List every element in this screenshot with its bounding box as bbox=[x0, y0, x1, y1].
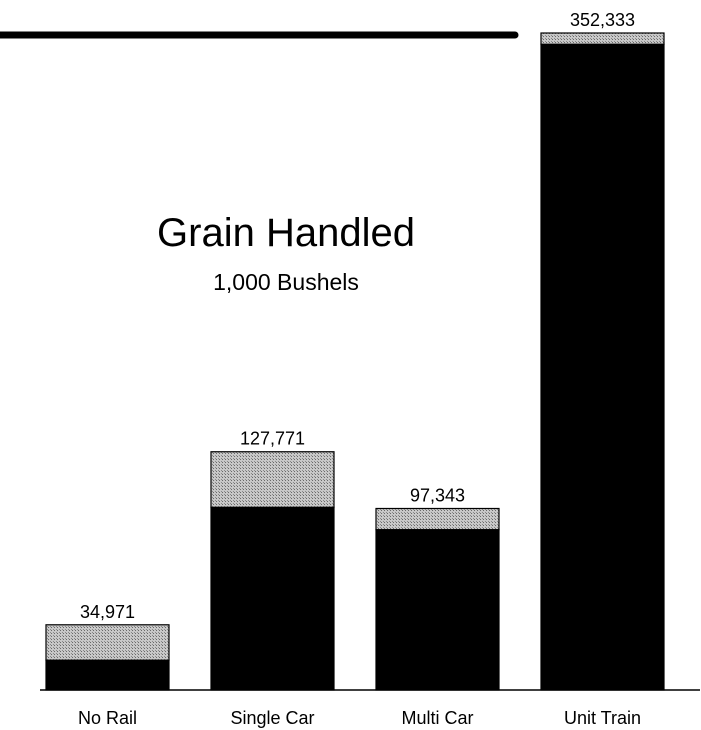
bar-segment-lower bbox=[45, 659, 170, 691]
total-label: 34,971 bbox=[80, 602, 135, 622]
x-tick-label: Unit Train bbox=[564, 708, 641, 728]
bar-segment-lower bbox=[540, 43, 665, 691]
bar-segment-upper bbox=[540, 32, 665, 45]
bar-segment-upper bbox=[45, 624, 170, 661]
bar-segment-upper bbox=[375, 507, 500, 531]
total-label: 127,771 bbox=[240, 429, 305, 449]
x-tick-label: No Rail bbox=[78, 708, 137, 728]
chart-subtitle: 1,000 Bushels bbox=[213, 269, 359, 295]
bar-segment-lower bbox=[210, 506, 335, 691]
x-tick-label: Single Car bbox=[230, 708, 314, 728]
bar-segment-lower bbox=[375, 529, 500, 691]
chart-title: Grain Handled bbox=[157, 211, 415, 255]
total-label: 97,343 bbox=[410, 485, 465, 505]
bar-segment-upper bbox=[210, 451, 335, 508]
total-label: 352,333 bbox=[570, 10, 635, 30]
x-tick-label: Multi Car bbox=[401, 708, 473, 728]
